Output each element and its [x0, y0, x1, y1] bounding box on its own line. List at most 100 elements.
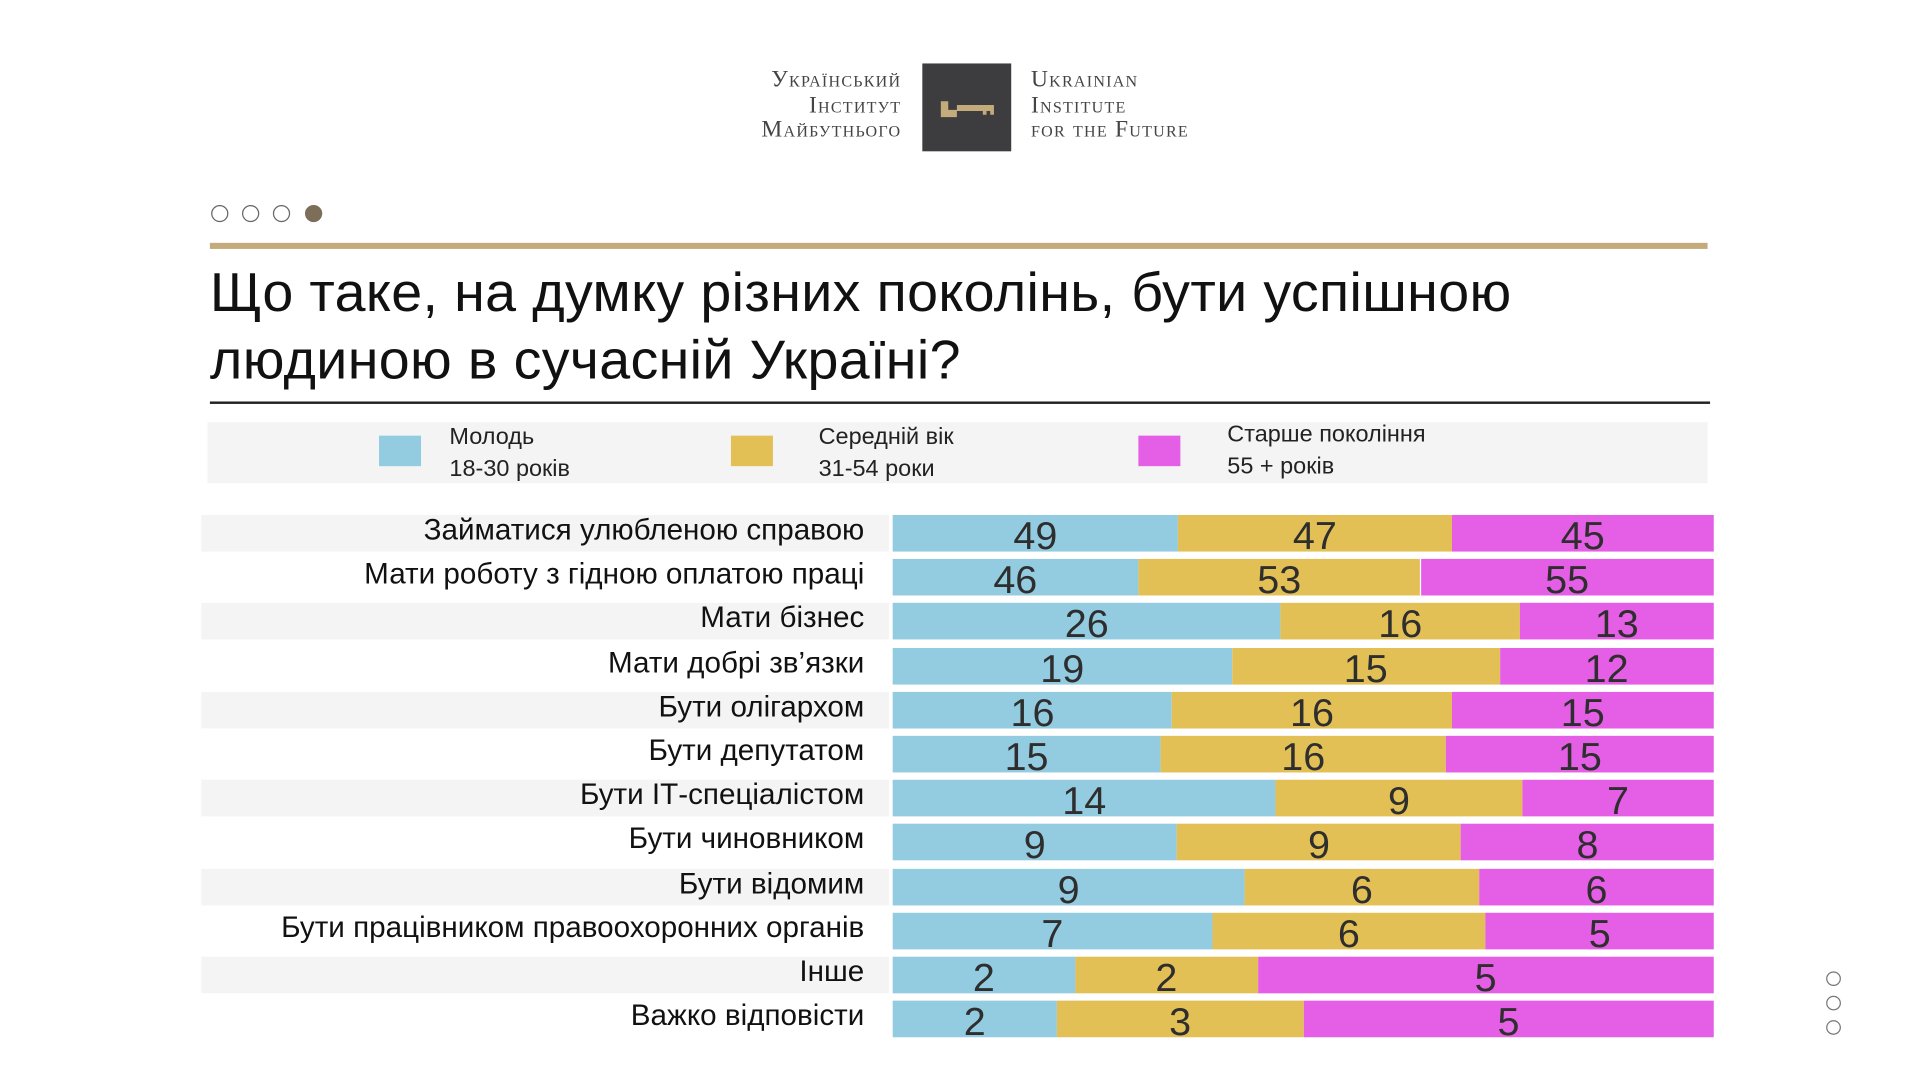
bar-segment-series-0: [892, 559, 1138, 596]
data-label: 8: [1576, 822, 1599, 867]
bar-segment-series-0: [892, 647, 1232, 685]
category-label: Бути працівником правоохоронних органів: [281, 911, 865, 945]
bar-segment-series-2: [1522, 780, 1714, 817]
bar-segment-series-0: [892, 912, 1212, 950]
data-label: 9: [1057, 867, 1080, 912]
row-background: [201, 691, 889, 729]
legend-label: Старше покоління: [1227, 422, 1426, 448]
bar-segment-series-0: [892, 780, 1276, 817]
bar-segment-series-2: [1485, 912, 1714, 950]
bar-segment-series-1: [1172, 691, 1452, 729]
logo-line: Institute: [1030, 92, 1127, 118]
title-line-2: людиною в сучасній Україні?: [209, 328, 961, 391]
bar-segment-series-2: [1451, 691, 1714, 729]
data-label: 12: [1584, 646, 1629, 691]
row-background: [201, 514, 889, 552]
logo-line: Ukrainian: [1030, 67, 1139, 93]
logo-line: Майбутнього: [761, 117, 902, 143]
bar-segment-series-0: [892, 603, 1281, 640]
category-label: Бути ІТ-спеціалістом: [579, 778, 865, 812]
data-label: 9: [1023, 822, 1046, 867]
pager-dot-4-active[interactable]: [304, 205, 323, 223]
data-label: 2: [972, 955, 995, 1000]
data-label: 15: [1557, 734, 1602, 779]
title-line-1: Що таке, на думку різних поколінь, бути …: [209, 261, 1512, 324]
legend-swatch-middle: [730, 435, 773, 467]
side-pager-dot-3[interactable]: [1826, 1020, 1841, 1035]
logo-line: for the Future: [1030, 117, 1189, 143]
category-label: Інше: [799, 955, 865, 989]
data-label: 2: [963, 999, 986, 1044]
side-pager-dot-2[interactable]: [1826, 995, 1841, 1011]
bar-segment-series-2: [1461, 824, 1714, 861]
data-label: 53: [1257, 557, 1302, 602]
category-label: Мати бізнес: [700, 602, 865, 636]
data-label: 3: [1169, 999, 1192, 1044]
data-label: 19: [1040, 646, 1085, 691]
bar-segment-series-1: [1075, 956, 1258, 994]
pager-dot-2[interactable]: [242, 205, 260, 223]
bar-segment-series-1: [1137, 559, 1421, 596]
legend: Молодь 18-30 років Середній вік 31-54 ро…: [207, 420, 1708, 485]
bar-segment-series-2: [1446, 735, 1714, 773]
bar-segment-series-1: [1231, 647, 1500, 685]
data-label: 9: [1388, 778, 1410, 823]
data-label: 47: [1292, 513, 1337, 558]
category-label: Бути відомим: [678, 867, 865, 901]
bar-segment-series-2: [1519, 603, 1714, 640]
legend-sublabel: 31-54 роки: [818, 456, 935, 483]
key-icon: [940, 101, 994, 118]
logo-line: Інститут: [808, 92, 902, 118]
legend-item-youth: Молодь 18-30 років: [449, 422, 570, 485]
data-label: 55: [1545, 557, 1590, 602]
logo-line: Український: [771, 67, 902, 93]
bar-segment-series-0: [892, 868, 1245, 905]
bar-segment-series-2: [1303, 1000, 1714, 1038]
row-background: [201, 868, 889, 905]
pager-dot-1[interactable]: [211, 205, 229, 223]
legend-item-older: Старше покоління 55 + років: [1227, 420, 1425, 483]
legend-label: Молодь: [449, 424, 535, 451]
bar-segment-series-2: [1420, 559, 1714, 596]
data-label: 16: [1289, 690, 1334, 735]
bar-segment-series-1: [1178, 514, 1452, 552]
data-label: 26: [1064, 602, 1109, 647]
data-label: 15: [1343, 646, 1388, 691]
bar-segment-series-0: [892, 735, 1161, 773]
logo-text-english: Ukrainian Institute for the Future: [1031, 68, 1189, 143]
category-label: Важко відповісти: [630, 999, 865, 1033]
bar-segment-series-0: [892, 956, 1076, 994]
category-label: Бути олігархом: [658, 690, 865, 724]
data-label: 2: [1155, 955, 1178, 1000]
gold-divider: [209, 242, 1708, 249]
data-label: 16: [1378, 602, 1423, 647]
legend-item-middle: Середній вік 31-54 роки: [819, 422, 954, 485]
data-label: 6: [1585, 867, 1608, 912]
data-label: 13: [1594, 602, 1639, 647]
bar-segment-series-1: [1275, 780, 1523, 817]
legend-label: Середній вік: [818, 424, 954, 451]
title-divider: [209, 401, 1711, 404]
data-label: 14: [1062, 778, 1107, 823]
bar-segment-series-0: [892, 1000, 1057, 1038]
pager-dot-3[interactable]: [272, 205, 291, 223]
data-label: 15: [1004, 734, 1049, 779]
category-label: Бути депутатом: [648, 734, 865, 768]
side-pager-dot-1[interactable]: [1826, 971, 1841, 987]
bar-segment-series-1: [1244, 868, 1480, 905]
data-label: 5: [1497, 999, 1520, 1044]
data-label: 16: [1010, 690, 1055, 735]
bar-segment-series-2: [1257, 956, 1714, 994]
data-label: 5: [1474, 955, 1497, 1000]
data-label: 7: [1041, 911, 1064, 956]
category-label: Мати добрі зв’язки: [607, 646, 865, 680]
data-label: 9: [1308, 822, 1330, 867]
data-label: 46: [993, 557, 1038, 602]
row-background: [201, 603, 889, 640]
data-label: 5: [1588, 911, 1611, 956]
bar-segment-series-1: [1280, 603, 1520, 640]
row-background: [201, 956, 889, 994]
data-label: 6: [1350, 867, 1373, 912]
data-label: 16: [1281, 734, 1326, 779]
